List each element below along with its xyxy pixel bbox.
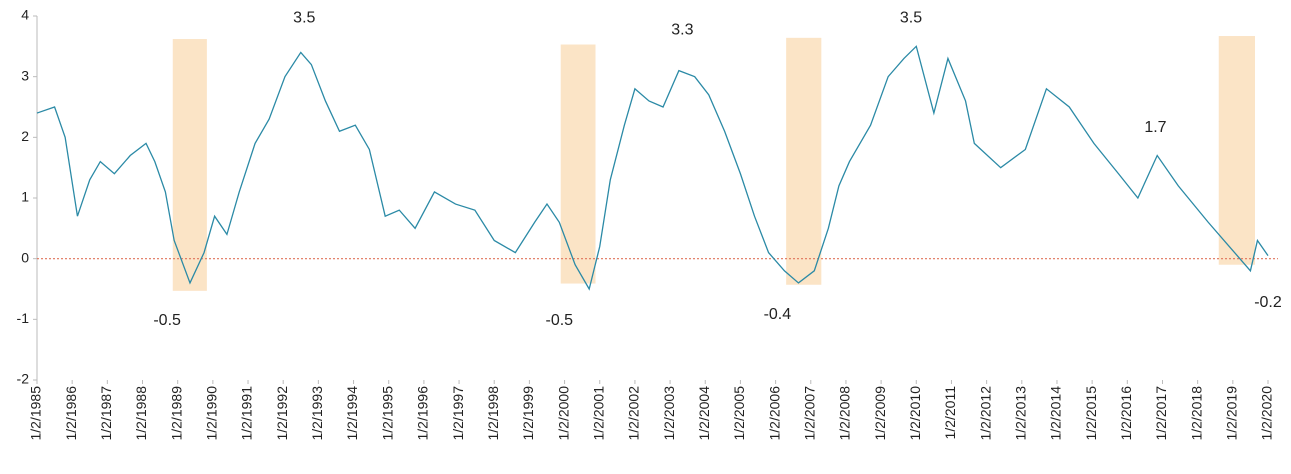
x-tick-label: 1/2/2011 <box>942 386 958 440</box>
x-tick-label: 1/2/1995 <box>379 386 395 441</box>
x-tick-label: 1/2/1993 <box>309 386 325 441</box>
x-tick-label: 1/2/2007 <box>801 386 817 441</box>
y-tick-label: 1 <box>21 189 29 205</box>
x-tick-label: 1/2/2005 <box>731 386 747 441</box>
x-tick-label: 1/2/2000 <box>555 386 571 441</box>
x-tick-label: 1/2/1997 <box>450 386 466 441</box>
x-tick-label: 1/2/1992 <box>274 386 290 441</box>
x-tick-label: 1/2/2015 <box>1083 386 1099 441</box>
y-tick-label: 4 <box>21 7 29 23</box>
annotation: 3.5 <box>293 10 315 27</box>
x-tick-label: 1/2/2001 <box>590 386 606 441</box>
x-tick-label: 1/2/2014 <box>1048 386 1064 441</box>
x-tick-label: 1/2/2009 <box>872 386 888 441</box>
x-tick-label: 1/2/2019 <box>1224 386 1240 441</box>
y-tick-label: -2 <box>17 371 30 387</box>
x-tick-label: 1/2/1996 <box>415 386 431 441</box>
x-tick-label: 1/2/2006 <box>766 386 782 441</box>
x-tick-label: 1/2/1999 <box>520 386 536 441</box>
x-tick-label: 1/2/2017 <box>1153 386 1169 441</box>
annotation: 1.7 <box>1144 119 1166 136</box>
y-tick-label: 2 <box>21 128 29 144</box>
x-tick-label: 1/2/1989 <box>168 386 184 441</box>
x-tick-label: 1/2/1990 <box>204 386 220 441</box>
y-tick-label: -1 <box>17 310 30 326</box>
y-tick-label: 0 <box>21 249 29 265</box>
x-tick-label: 1/2/1998 <box>485 386 501 441</box>
x-tick-label: 1/2/2008 <box>837 386 853 441</box>
x-tick-label: 1/2/1994 <box>344 386 360 441</box>
x-tick-label: 1/2/2002 <box>626 386 642 441</box>
x-tick-label: 1/2/2020 <box>1259 386 1275 441</box>
recession-band <box>560 44 596 284</box>
x-tick-label: 1/2/1986 <box>63 386 79 441</box>
annotation: -0.4 <box>764 306 792 323</box>
annotation: 3.3 <box>671 22 693 39</box>
annotation: 3.5 <box>900 10 922 27</box>
x-tick-label: 1/2/1988 <box>133 386 149 441</box>
y-tick-label: 3 <box>21 67 29 83</box>
annotation: -0.2 <box>1254 294 1282 311</box>
recession-band <box>1218 36 1255 265</box>
x-tick-label: 1/2/2010 <box>907 386 923 441</box>
x-tick-label: 1/2/2004 <box>696 386 712 441</box>
x-tick-label: 1/2/2012 <box>977 386 993 441</box>
x-tick-label: 1/2/2016 <box>1118 386 1134 441</box>
x-tick-label: 1/2/2018 <box>1188 386 1204 441</box>
x-tick-label: 1/2/1991 <box>239 386 255 441</box>
annotation: -0.5 <box>546 312 574 329</box>
annotation: -0.5 <box>153 312 181 329</box>
x-tick-label: 1/2/2013 <box>1013 386 1029 441</box>
recession-band <box>172 39 207 291</box>
x-tick-label: 1/2/2003 <box>661 386 677 441</box>
x-tick-label: 1/2/1987 <box>98 386 114 441</box>
recession-band <box>786 37 822 285</box>
x-tick-label: 1/2/1985 <box>28 386 44 441</box>
series-line <box>36 45 1269 291</box>
